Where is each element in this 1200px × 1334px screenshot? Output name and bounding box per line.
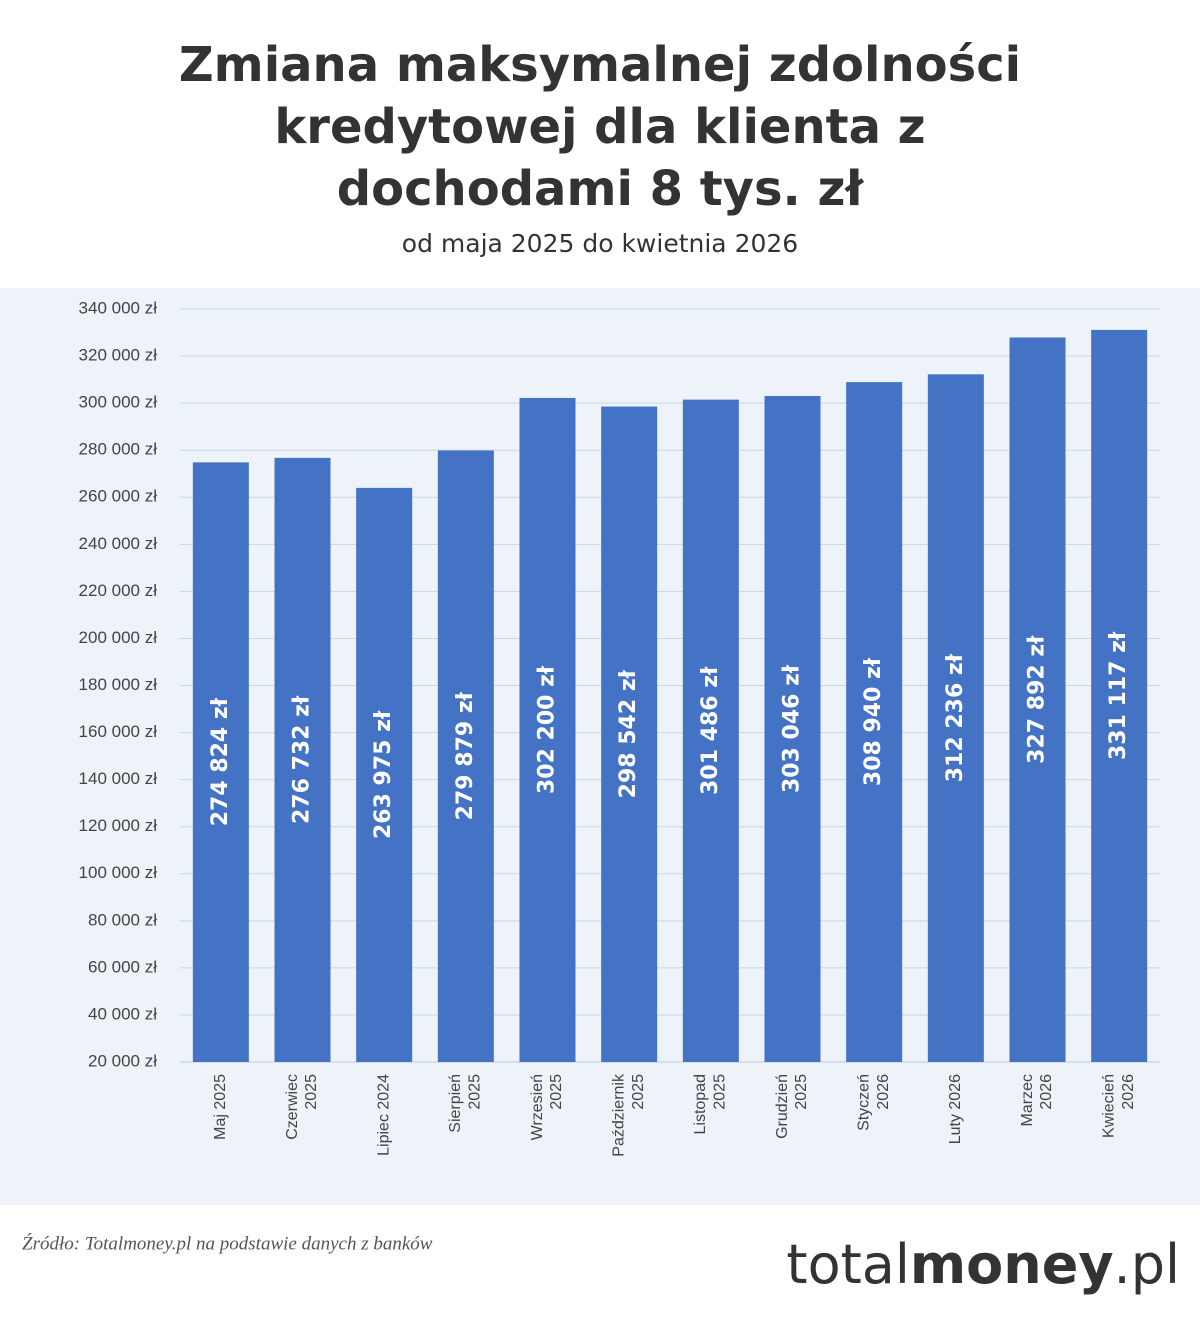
- y-tick-label: 160 000 zł: [79, 722, 158, 741]
- y-tick-label: 320 000 zł: [79, 346, 158, 365]
- logo-part: .pl: [1114, 1233, 1180, 1296]
- y-tick-label: 120 000 zł: [79, 816, 158, 835]
- bar: [601, 406, 658, 1062]
- value-label: 302 200 zł: [535, 665, 560, 794]
- y-tick-label: 100 000 zł: [79, 863, 158, 882]
- bar: [437, 450, 494, 1062]
- y-tick-label: 80 000 zł: [88, 910, 157, 929]
- x-tick-label: Listopad 2025: [692, 1074, 728, 1135]
- x-tick-label: Marzec 2026: [1019, 1074, 1055, 1127]
- value-label: 303 046 zł: [780, 664, 805, 793]
- x-tick-label: Lipiec 2024: [375, 1074, 392, 1156]
- bar: [192, 462, 249, 1062]
- source-note: Źródło: Totalmoney.pl na podstawie danyc…: [22, 1232, 433, 1254]
- logo: totalmoney.pl: [786, 1233, 1180, 1296]
- x-tick-label: Październik 2025: [611, 1073, 647, 1157]
- x-tick-label: Czerwiec 2025: [284, 1074, 320, 1140]
- y-tick-label: 280 000 zł: [79, 440, 158, 459]
- x-tick-label: Sierpień 2025: [447, 1074, 483, 1133]
- y-tick-label: 340 000 zł: [79, 298, 158, 317]
- y-tick-label: 260 000 zł: [79, 487, 158, 506]
- bar: [927, 374, 984, 1062]
- y-tick-label: 60 000 zł: [88, 957, 157, 976]
- bar: [682, 399, 739, 1062]
- bar: [764, 395, 821, 1062]
- x-tick-label: Wrzesień 2025: [529, 1074, 565, 1140]
- bar: [1009, 337, 1066, 1062]
- value-label: 279 879 zł: [453, 691, 478, 820]
- y-tick-label: 220 000 zł: [79, 581, 158, 600]
- logo-part: money: [910, 1233, 1114, 1296]
- y-tick-label: 140 000 zł: [79, 769, 158, 788]
- y-tick-label: 200 000 zł: [79, 628, 158, 647]
- bar: [1091, 329, 1148, 1062]
- x-tick-label: Luty 2026: [947, 1074, 964, 1144]
- chart-subtitle: od maja 2025 do kwietnia 2026: [402, 229, 798, 258]
- value-label: 263 975 zł: [371, 710, 396, 839]
- value-label: 298 542 zł: [616, 669, 641, 798]
- value-label: 274 824 zł: [208, 697, 233, 826]
- y-tick-label: 20 000 zł: [88, 1051, 157, 1070]
- value-label: 331 117 zł: [1106, 631, 1131, 760]
- y-tick-label: 180 000 zł: [79, 675, 158, 694]
- logo-part: total: [786, 1233, 909, 1296]
- x-tick-label: Maj 2025: [212, 1074, 229, 1140]
- bar: [274, 457, 331, 1062]
- chart-title: Zmiana maksymalnej zdolności kredytowej d…: [179, 37, 1021, 217]
- x-tick-label: Kwiecień 2026: [1101, 1074, 1137, 1138]
- bar: [519, 397, 576, 1062]
- value-label: 312 236 zł: [943, 653, 968, 782]
- x-tick-label: Styczeń 2026: [856, 1074, 892, 1131]
- value-label: 301 486 zł: [698, 666, 723, 795]
- value-label: 308 940 zł: [861, 657, 886, 786]
- y-tick-label: 240 000 zł: [79, 534, 158, 553]
- value-label: 327 892 zł: [1025, 635, 1050, 764]
- y-tick-label: 300 000 zł: [79, 393, 158, 412]
- bar: [846, 382, 903, 1062]
- x-tick-label: Grudzień 2025: [774, 1074, 810, 1139]
- y-tick-label: 40 000 zł: [88, 1004, 157, 1023]
- value-label: 276 732 zł: [290, 695, 315, 824]
- bar: [356, 487, 413, 1062]
